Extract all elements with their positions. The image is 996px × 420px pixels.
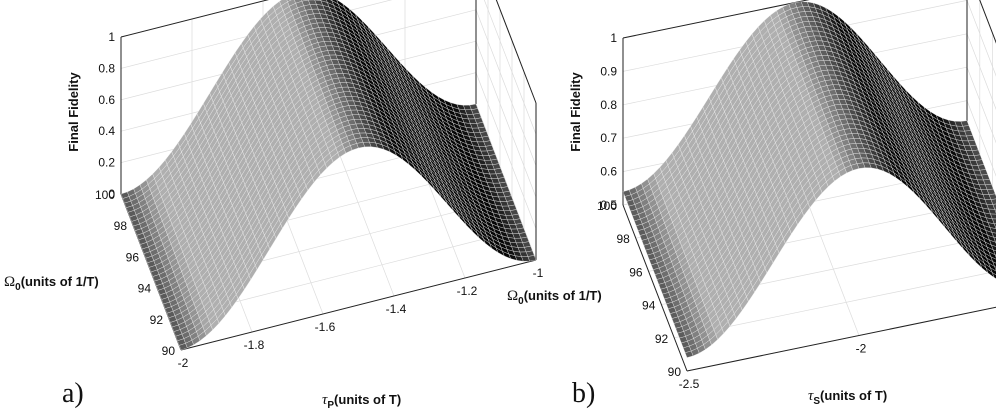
panel-label: b)	[572, 378, 595, 409]
y-axis-symbol: Ω	[507, 288, 518, 304]
y-tick-label: 92	[655, 332, 669, 346]
x-tick-label: -2.5	[679, 377, 700, 391]
y-axis-unit: (units of 1/T)	[524, 288, 602, 303]
y-axis-unit: (units of 1/T)	[21, 274, 99, 289]
y-tick-label: 98	[114, 219, 128, 233]
x-axis-title: τS(units of T)	[808, 388, 887, 407]
x-tick-label: -1.6	[315, 320, 336, 334]
z-tick-label: 0.7	[600, 131, 617, 145]
y-axis-symbol: Ω	[4, 274, 15, 290]
x-tick-label: -2	[856, 342, 867, 356]
x-tick-label: -2	[178, 356, 189, 370]
z-tick-label: 0.2	[98, 156, 115, 170]
y-tick-label: 92	[150, 313, 164, 327]
x-axis-unit: (units of T)	[820, 388, 887, 403]
panel-label: a)	[62, 378, 84, 409]
y-tick-label: 94	[642, 299, 656, 313]
axis-line	[967, 0, 996, 133]
z-tick-label: 1	[610, 31, 617, 45]
grid-line	[334, 140, 394, 296]
x-tick-label: -1.2	[457, 284, 478, 298]
grid-line	[967, 0, 996, 133]
fidelity-surface	[623, 2, 996, 358]
x-tick-label: -1.8	[244, 338, 265, 352]
z-tick-label: 0.9	[600, 64, 617, 78]
z-tick-label: 1	[108, 30, 115, 44]
panel-a: 00.20.40.60.819092949698100-2-1.8-1.6-1.…	[4, 0, 544, 411]
z-axis-title: Final Fidelity	[66, 72, 81, 152]
y-tick-label: 96	[629, 265, 643, 279]
z-tick-label: 0.8	[98, 61, 115, 75]
z-tick-label: 0.8	[600, 98, 617, 112]
grid-line	[476, 0, 536, 134]
z-tick-label: 0.6	[600, 165, 617, 179]
z-tick-label: 0.6	[98, 93, 115, 107]
y-tick-label: 100	[95, 188, 115, 202]
x-tick-label: -1	[533, 266, 544, 280]
x-axis-unit: (units of T)	[334, 392, 401, 407]
y-tick-label: 100	[597, 199, 617, 213]
x-tick-label: -1.4	[386, 302, 407, 316]
z-axis-title: Final Fidelity	[568, 72, 583, 152]
y-tick-label: 96	[126, 250, 140, 264]
y-tick-label: 90	[162, 344, 176, 358]
panel-b: 0.50.60.70.80.919092949698100-2.5-2-1.5F…	[507, 0, 996, 409]
y-tick-label: 98	[616, 232, 630, 246]
y-axis-title: Ω0(units of 1/T)	[4, 274, 99, 293]
y-tick-label: 94	[138, 282, 152, 296]
z-tick-label: 0.4	[98, 124, 115, 138]
x-axis-title: τP(units of T)	[322, 392, 401, 411]
y-axis-title: Ω0(units of 1/T)	[507, 288, 602, 307]
